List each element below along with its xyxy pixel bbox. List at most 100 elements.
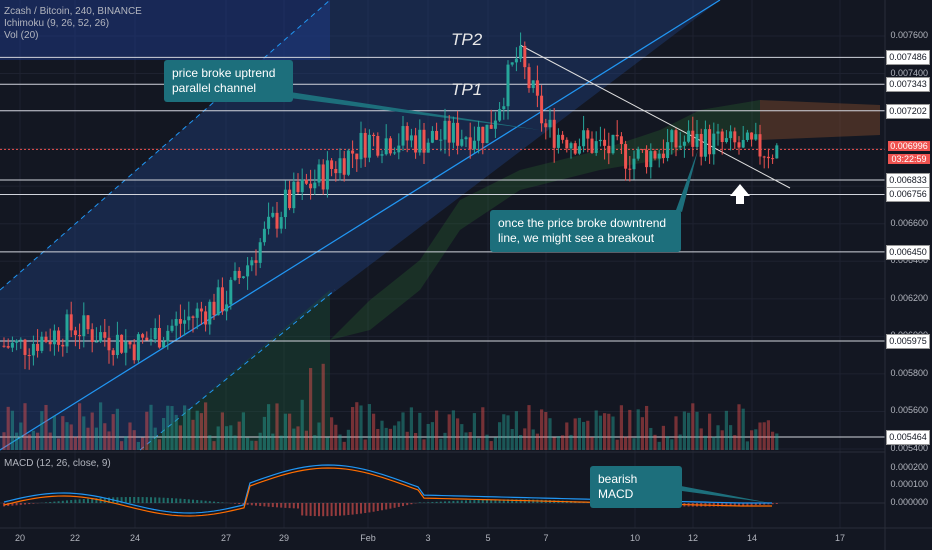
macd-histogram-bar (717, 503, 719, 507)
candle-body (510, 62, 514, 65)
volume-bar (120, 441, 124, 450)
volume-bar (338, 434, 342, 450)
candle-body (766, 156, 770, 159)
candle-body (271, 212, 275, 217)
candle-body (279, 217, 283, 229)
macd-histogram-bar (456, 500, 459, 503)
volume-bar (603, 413, 607, 450)
candle-body (699, 133, 703, 157)
volume-bar (582, 421, 586, 450)
volume-bar (237, 421, 241, 450)
candle-body (573, 143, 577, 154)
macd-histogram-bar (725, 503, 728, 507)
macd-histogram-bar (746, 503, 749, 506)
candle-body (103, 332, 107, 338)
candle-body (481, 126, 485, 144)
level-label: 0.006833 (886, 172, 930, 188)
price-tick: 0.007400 (890, 67, 928, 78)
volume-bar (409, 407, 413, 450)
volume-bar (632, 438, 636, 450)
volume-bar (15, 432, 19, 450)
volume-bar (275, 403, 279, 450)
candle-body (342, 158, 346, 175)
candle-body (233, 270, 237, 280)
macd-histogram-bar (74, 499, 77, 503)
macd-histogram-bar (767, 503, 770, 505)
macd-histogram-bar (435, 501, 438, 503)
volume-bar (288, 413, 292, 450)
volume-bar (128, 422, 132, 450)
candle-body (439, 139, 443, 141)
candle-body (447, 120, 451, 143)
volume-bar (258, 432, 262, 450)
macd-histogram-bar (288, 503, 291, 509)
macd-histogram-bar (150, 497, 152, 503)
volume-bar (544, 411, 548, 450)
candle-body (174, 319, 178, 326)
volume-bar (485, 434, 489, 450)
macd-histogram-bar (297, 503, 299, 509)
candle-body (611, 134, 615, 154)
ichimoku-cloud-red (760, 100, 880, 140)
candle-body (153, 328, 157, 340)
volume-bar (78, 403, 82, 450)
symbol-title: Zcash / Bitcoin, 240, BINANCE (4, 6, 142, 17)
volume-bar (330, 417, 334, 450)
volume-bar (775, 433, 779, 450)
tp2-label: TP2 (451, 30, 483, 49)
macd-histogram-bar (759, 503, 761, 505)
downtrend-line (519, 44, 791, 189)
macd-histogram-bar (515, 499, 518, 503)
candle-body (775, 145, 779, 159)
candle-body (527, 67, 531, 89)
macd-histogram-bar (721, 503, 724, 507)
candle-body (493, 120, 497, 129)
volume-bar (246, 437, 250, 450)
candle-body (132, 344, 136, 361)
candle-body (86, 315, 90, 330)
candle-body (401, 126, 405, 146)
candle-body (6, 346, 10, 348)
macd-histogram-bar (729, 503, 732, 507)
channel-top-fill (0, 0, 330, 60)
uptrend-note-pointer (290, 92, 540, 130)
volume-bar (283, 413, 287, 450)
volume-bar (99, 402, 103, 450)
macd-histogram-bar (175, 498, 178, 503)
candle-body (170, 325, 174, 331)
macd-histogram-bar (61, 500, 64, 503)
volume-bar (472, 413, 476, 450)
candle-body (435, 130, 439, 140)
macd-histogram-bar (507, 499, 509, 503)
candle-body (531, 80, 535, 89)
candle-body (506, 64, 510, 107)
macd-histogram-bar (771, 503, 774, 505)
macd-histogram-bar (116, 497, 119, 503)
downtrend-note: once the price broke downtrend line, we … (490, 210, 681, 252)
macd-histogram-bar (200, 500, 203, 503)
candle-body (615, 134, 619, 137)
candle-body (275, 212, 279, 229)
volume-bar (577, 417, 581, 450)
volume-bar (645, 405, 649, 450)
volume-bar (422, 439, 426, 450)
macd-tick: 0.000200 (890, 462, 928, 472)
candle-body (485, 124, 489, 144)
candle-body (216, 287, 220, 316)
candle-body (561, 134, 565, 140)
macd-note-pointer (660, 482, 770, 503)
volume-bar (716, 425, 720, 450)
volume-bar (678, 434, 682, 450)
candle-body (191, 316, 195, 318)
volume-bar (279, 435, 283, 450)
macd-histogram-bar (490, 499, 493, 503)
volume-bar (687, 412, 691, 450)
volume-bar (162, 417, 166, 450)
candle-body (141, 334, 145, 338)
volume-bar (527, 405, 531, 450)
candle-body (649, 151, 653, 168)
macd-histogram-bar (238, 503, 241, 505)
candle-body (250, 260, 254, 266)
macd-histogram-bar (208, 501, 211, 503)
